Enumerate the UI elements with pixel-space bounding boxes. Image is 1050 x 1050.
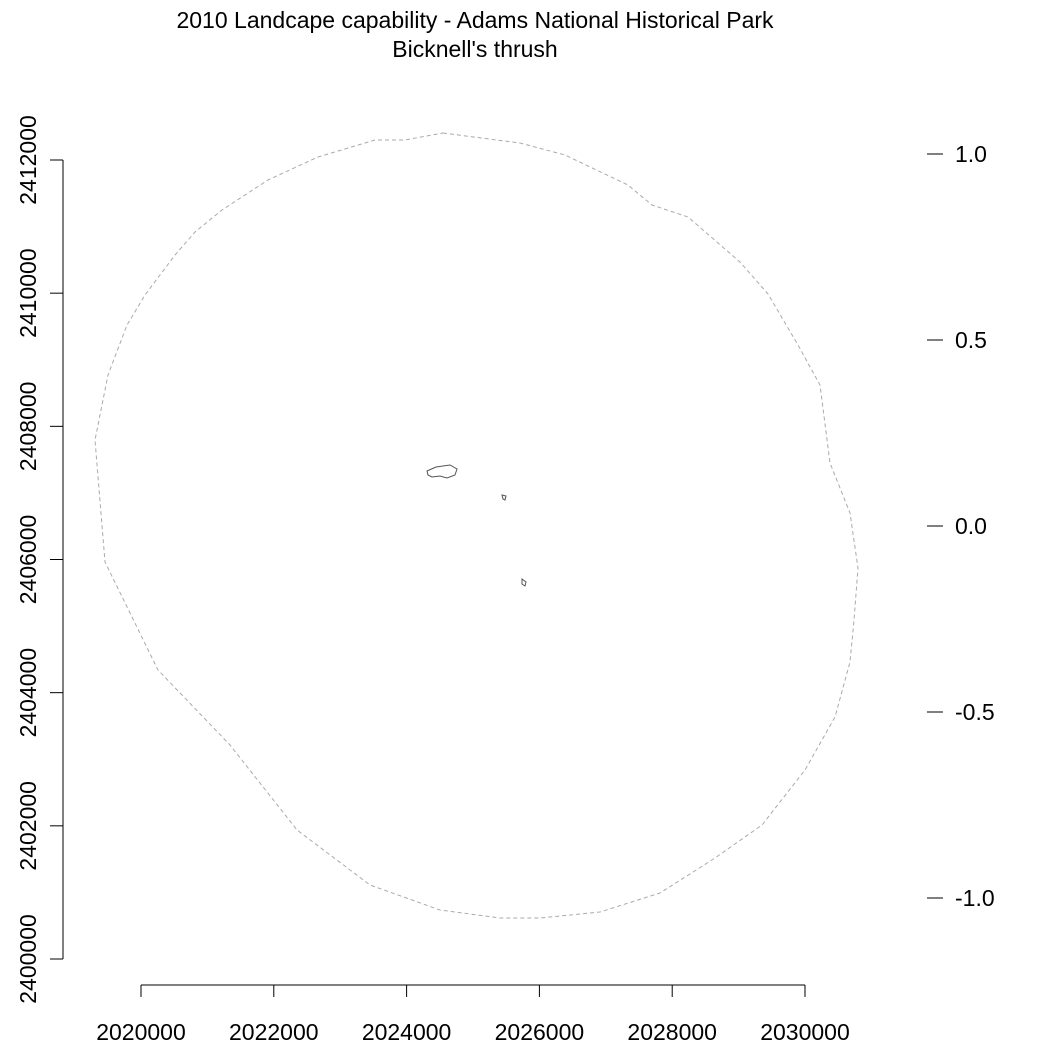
y-tick-label: 2410000	[15, 248, 41, 338]
y-tick-label: 2412000	[15, 115, 41, 205]
x-tick-label: 2024000	[362, 1019, 452, 1045]
y-tick-label: 2408000	[15, 382, 41, 472]
legend-tick-label: -1.0	[955, 885, 995, 911]
study-area-boundary	[94, 132, 859, 919]
x-tick-label: 2026000	[495, 1019, 585, 1045]
y-axis: 2400000 2402000 2404000 2406000 2408000 24100…	[15, 115, 64, 1004]
map-subtitle: Bicknell's thrush	[392, 36, 558, 62]
legend-tick-label: 0.0	[955, 513, 987, 539]
x-tick-label: 2020000	[96, 1019, 186, 1045]
y-tick-label: 2406000	[15, 515, 41, 605]
x-tick-label: 2022000	[229, 1019, 319, 1045]
x-tick-label: 2030000	[760, 1019, 850, 1045]
y-tick-label: 2402000	[15, 781, 41, 871]
park-parcel-main	[426, 464, 458, 479]
legend-tick-label: -0.5	[955, 699, 995, 725]
park-parcel-small-1	[501, 494, 507, 501]
legend-scale-axis: 1.0 0.5 0.0 -0.5 -1.0	[927, 141, 995, 911]
legend-tick-label: 0.5	[955, 327, 987, 353]
legend-tick-label: 1.0	[955, 141, 987, 167]
x-axis: 2020000 2022000 2024000 2026000 2028000 20300…	[96, 984, 850, 1045]
y-tick-label: 2400000	[15, 914, 41, 1004]
park-parcel-small-2	[521, 578, 527, 587]
y-tick-label: 2404000	[15, 648, 41, 738]
map-title: 2010 Landcape capability - Adams Nationa…	[176, 7, 774, 33]
x-tick-label: 2028000	[627, 1019, 717, 1045]
